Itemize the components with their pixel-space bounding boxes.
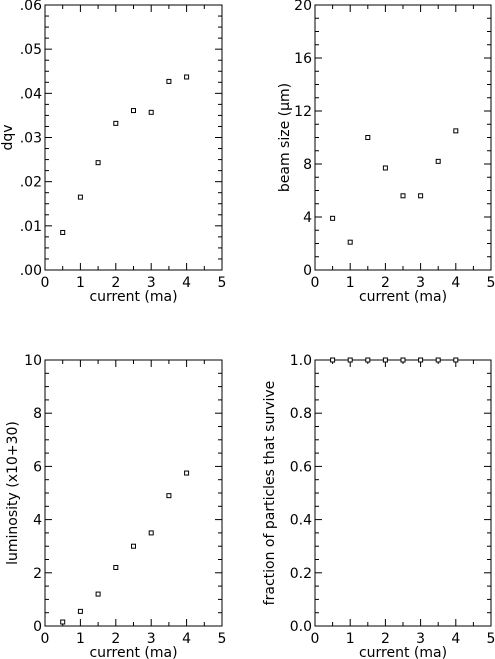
y-tick-label: .04 [20, 86, 42, 102]
plot-frame [44, 4, 223, 271]
x-tick-label: 2 [381, 631, 390, 647]
x-tick-label: 1 [76, 631, 85, 647]
y-tick-label: 0 [33, 619, 42, 635]
x-tick-label: 0 [41, 275, 50, 291]
y-tick-label: 0.0 [290, 619, 312, 635]
y-tick-label: .01 [20, 219, 42, 235]
data-point [400, 357, 406, 363]
x-axis-label: current (ma) [359, 645, 447, 659]
x-tick-label: 3 [416, 275, 425, 291]
y-tick-label: .06 [20, 0, 42, 14]
y-tick-label: 10 [24, 353, 42, 369]
data-point [435, 357, 441, 363]
plot-panel-3: 0 1 2 3 4 5 0 2 4 6 8 10 current (ma) luminosity (x10… [5, 353, 226, 659]
data-point [365, 357, 371, 363]
y-tick-label: 2 [33, 566, 42, 582]
x-tick-label: 1 [346, 275, 355, 291]
x-tick-label: 5 [218, 275, 227, 291]
plot-frame [314, 4, 492, 271]
data-point [95, 591, 101, 597]
data-point [400, 193, 406, 199]
y-tick-label: 20 [294, 0, 312, 14]
x-tick-label: 0 [311, 631, 320, 647]
y-tick-label: 0 [303, 263, 312, 279]
y-tick-label: .02 [20, 175, 42, 191]
data-point [365, 135, 371, 140]
x-tick-label: 5 [218, 631, 227, 647]
y-tick-label: .05 [20, 42, 42, 58]
data-point [148, 530, 154, 536]
y-tick-label: .03 [20, 131, 42, 147]
x-tick-label: 3 [147, 631, 156, 647]
x-axis-label: current (ma) [89, 645, 177, 659]
y-tick-label: 4 [33, 513, 42, 529]
data-point [347, 239, 353, 245]
data-point [131, 108, 136, 114]
x-tick-label: 2 [111, 275, 120, 291]
plot-frame [44, 359, 223, 627]
y-tick-label: 8 [303, 157, 312, 173]
data-point [60, 619, 66, 625]
data-point [330, 357, 336, 363]
data-point [418, 193, 424, 199]
data-point [453, 357, 459, 363]
x-tick-label: 0 [311, 275, 320, 291]
x-tick-label: 4 [451, 631, 460, 647]
y-tick-label: 0.4 [290, 513, 312, 529]
x-tick-label: 1 [76, 275, 85, 291]
data-point [113, 120, 119, 126]
data-point [435, 158, 441, 164]
y-axis-label: fraction of particles that survive [262, 381, 278, 606]
y-tick-label: .00 [20, 263, 42, 279]
data-point [184, 470, 190, 476]
x-tick-label: 0 [41, 631, 50, 647]
data-point [95, 160, 101, 166]
data-point [453, 128, 459, 134]
plot-frame [314, 359, 492, 627]
x-tick-label: 5 [487, 275, 495, 291]
y-axis-label: luminosity (x10+30) [5, 421, 21, 565]
data-point [330, 215, 336, 221]
data-point [382, 357, 388, 363]
plot-panel-4: 0 1 2 3 4 5 0.0 0.2 0.4 0.6 0.8 1.0 current (ma) frac… [262, 353, 495, 659]
y-tick-label: 1.0 [290, 353, 312, 369]
x-tick-label: 4 [182, 275, 191, 291]
data-point [166, 493, 172, 499]
data-point [77, 608, 83, 614]
y-tick-label: 12 [294, 104, 312, 120]
y-tick-label: 16 [294, 51, 312, 67]
data-point [77, 194, 83, 200]
data-point [382, 165, 388, 171]
x-tick-label: 4 [451, 275, 460, 291]
data-point [166, 78, 172, 84]
data-point [148, 109, 154, 115]
x-tick-label: 4 [182, 631, 191, 647]
data-point [184, 74, 190, 80]
x-tick-label: 3 [147, 275, 156, 291]
y-tick-label: 0.6 [290, 459, 312, 475]
y-tick-label: 0.2 [290, 566, 312, 582]
x-tick-label: 2 [381, 275, 390, 291]
x-tick-label: 5 [487, 631, 495, 647]
plot-panel-1: 0 1 2 3 4 5 .00 .01 .02 .03 .04 .05 .06 current (ma) d… [0, 0, 226, 305]
y-axis-label: beam size (μm) [277, 83, 293, 192]
data-point [131, 543, 136, 549]
y-tick-label: 4 [303, 210, 312, 226]
y-axis-label: dqv [0, 124, 16, 150]
data-point [347, 357, 353, 363]
x-tick-label: 2 [111, 631, 120, 647]
data-point [418, 357, 424, 363]
data-point [60, 229, 66, 235]
y-tick-label: 8 [33, 406, 42, 422]
x-axis-label: current (ma) [89, 289, 177, 305]
x-tick-label: 1 [346, 631, 355, 647]
y-tick-label: 6 [33, 459, 42, 475]
y-tick-label: 0.8 [290, 406, 312, 422]
x-tick-label: 3 [416, 631, 425, 647]
x-axis-label: current (ma) [359, 289, 447, 305]
data-point [113, 564, 119, 570]
